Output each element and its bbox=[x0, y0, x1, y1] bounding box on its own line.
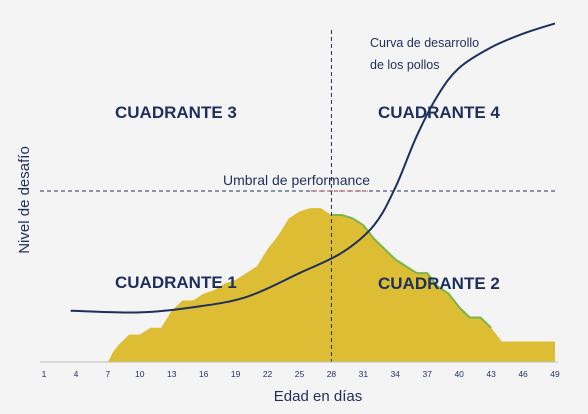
x-tick-label: 37 bbox=[423, 369, 433, 379]
performance-area-edge-highlight bbox=[331, 213, 492, 329]
x-tick-label: 40 bbox=[454, 369, 464, 379]
x-tick-label: 49 bbox=[550, 369, 560, 379]
y-axis-label: Nivel de desafío bbox=[16, 146, 33, 254]
x-tick-label: 43 bbox=[486, 369, 496, 379]
x-tick-labels: 1 4 7 10 13 16 19 22 25 28 31 34 37 40 43 46 49 bbox=[42, 369, 560, 379]
x-tick-label: 16 bbox=[199, 369, 209, 379]
quadrant-1-label: CUADRANTE 1 bbox=[115, 273, 237, 292]
development-curve-layer bbox=[70, 22, 556, 314]
x-tick-label: 34 bbox=[391, 369, 401, 379]
x-tick-label: 4 bbox=[74, 369, 79, 379]
threshold-label: Umbral de performance bbox=[223, 172, 370, 188]
quadrant-3-label: CUADRANTE 3 bbox=[115, 103, 237, 122]
x-tick-label: 1 bbox=[42, 369, 47, 379]
x-tick-label: 25 bbox=[295, 369, 305, 379]
curve-label-line1: Curva de desarrollo bbox=[370, 36, 479, 50]
x-axis-label: Edad en días bbox=[274, 388, 362, 405]
x-tick-label: 19 bbox=[231, 369, 241, 379]
x-tick-label: 22 bbox=[263, 369, 273, 379]
x-tick-label: 28 bbox=[327, 369, 337, 379]
x-tick-label: 7 bbox=[106, 369, 111, 379]
quadrant-2-label: CUADRANTE 2 bbox=[378, 274, 500, 293]
development-curve bbox=[70, 22, 556, 314]
quadrant-4-label: CUADRANTE 4 bbox=[378, 103, 500, 122]
curve-label-line2: de los pollos bbox=[370, 58, 440, 72]
x-tick-label: 31 bbox=[359, 369, 369, 379]
x-tick-label: 13 bbox=[167, 369, 177, 379]
x-tick-label: 46 bbox=[518, 369, 528, 379]
x-tick-label: 10 bbox=[135, 369, 145, 379]
